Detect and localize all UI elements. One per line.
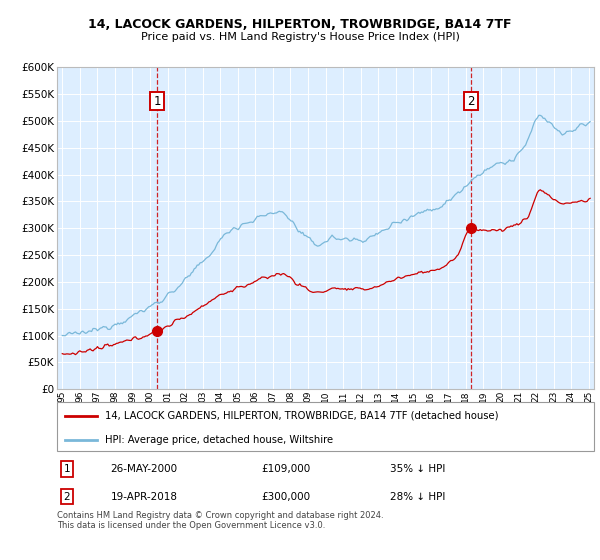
Text: HPI: Average price, detached house, Wiltshire: HPI: Average price, detached house, Wilt… — [106, 435, 334, 445]
Text: 14, LACOCK GARDENS, HILPERTON, TROWBRIDGE, BA14 7TF: 14, LACOCK GARDENS, HILPERTON, TROWBRIDG… — [88, 18, 512, 31]
Text: 2: 2 — [467, 95, 475, 108]
Text: 2: 2 — [64, 492, 70, 502]
Text: 1: 1 — [64, 464, 70, 474]
Text: 19-APR-2018: 19-APR-2018 — [111, 492, 178, 502]
Text: Price paid vs. HM Land Registry's House Price Index (HPI): Price paid vs. HM Land Registry's House … — [140, 32, 460, 42]
Text: 26-MAY-2000: 26-MAY-2000 — [111, 464, 178, 474]
Text: 35% ↓ HPI: 35% ↓ HPI — [390, 464, 445, 474]
FancyBboxPatch shape — [57, 402, 594, 451]
Text: 14, LACOCK GARDENS, HILPERTON, TROWBRIDGE, BA14 7TF (detached house): 14, LACOCK GARDENS, HILPERTON, TROWBRIDG… — [106, 410, 499, 421]
Text: 1: 1 — [153, 95, 161, 108]
Text: £300,000: £300,000 — [261, 492, 310, 502]
Text: £109,000: £109,000 — [261, 464, 310, 474]
Text: 28% ↓ HPI: 28% ↓ HPI — [390, 492, 445, 502]
Text: Contains HM Land Registry data © Crown copyright and database right 2024.
This d: Contains HM Land Registry data © Crown c… — [57, 511, 383, 530]
